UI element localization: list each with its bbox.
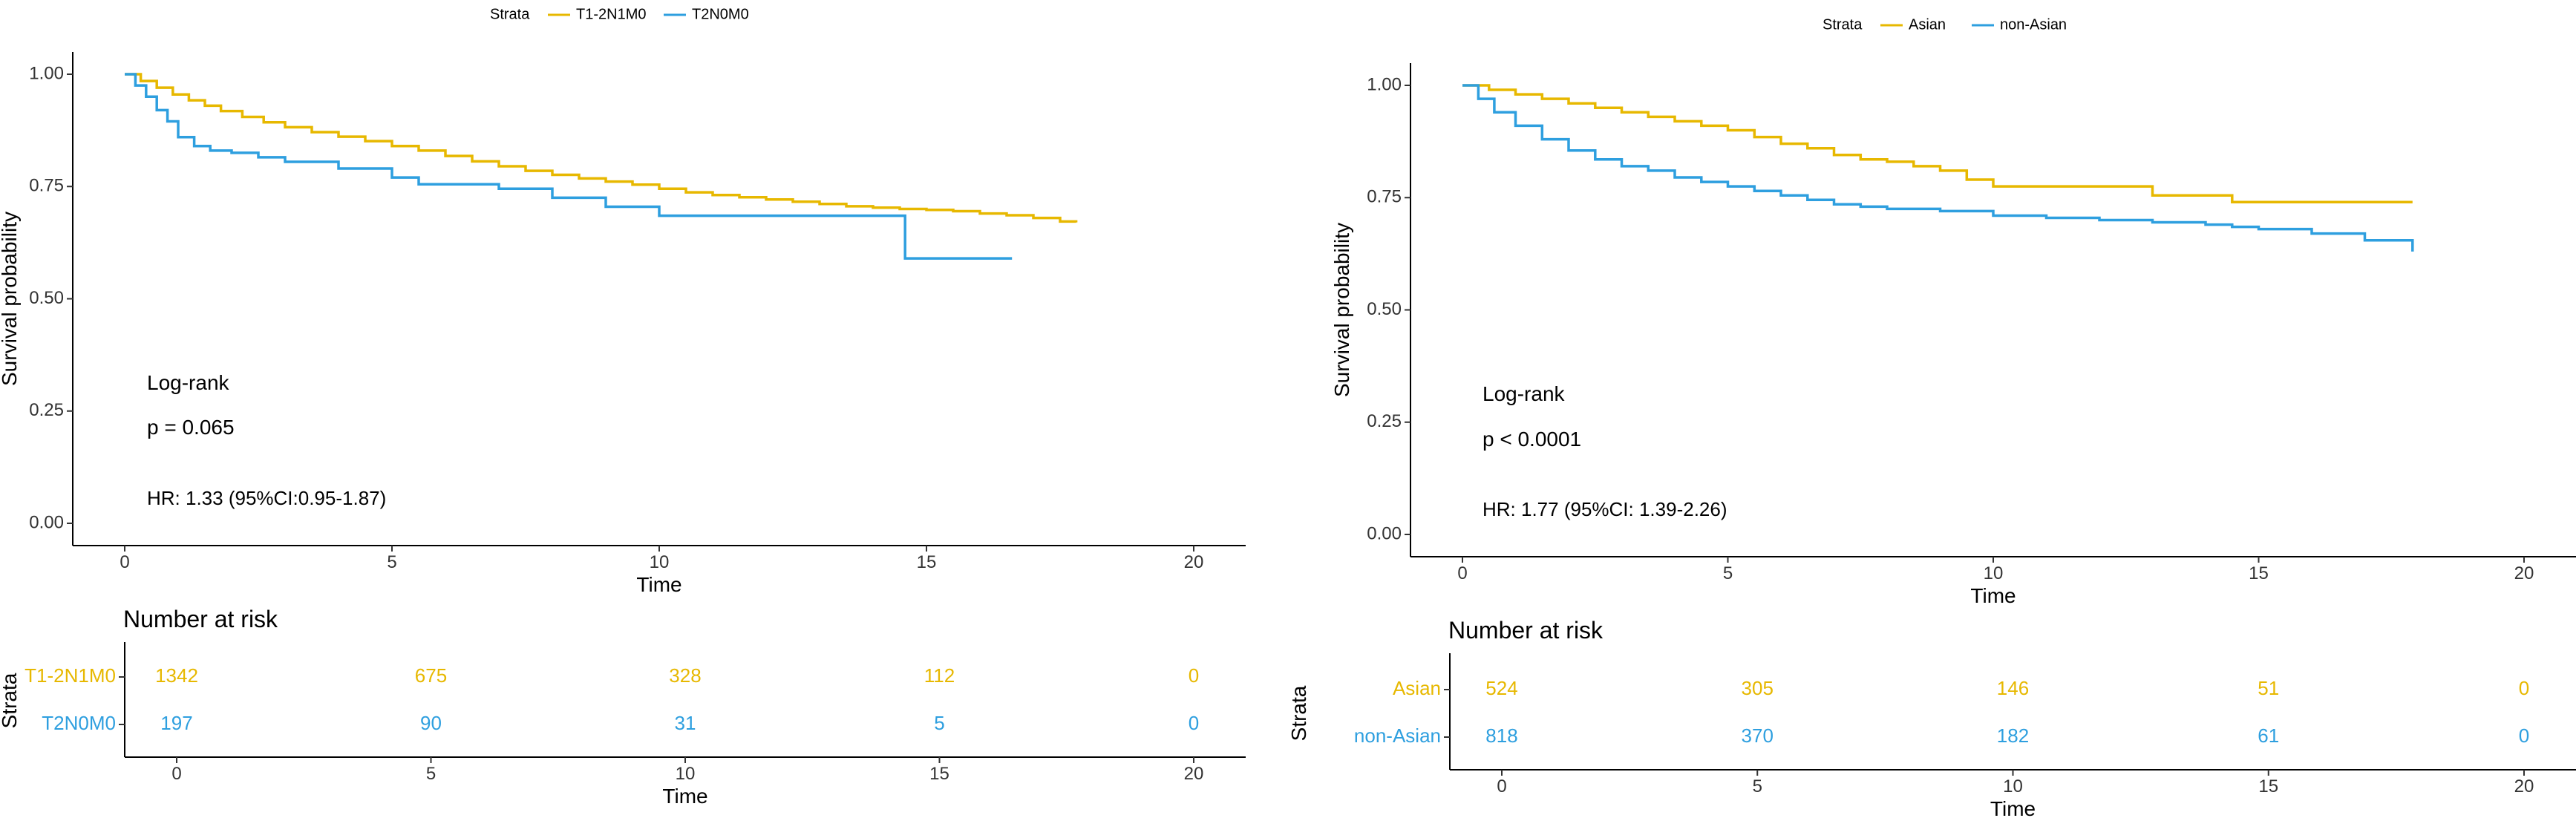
km-curve-T1-2N1M0 [125,73,1078,223]
risk-x-tick-label: 0 [1497,776,1506,796]
risk-x-axis-label: Time [662,785,707,808]
km-chart-left: Strata T1-2N1M0 T2N0M00.000.250.500.751.00… [0,6,1246,808]
risk-y-axis-label: Strata [0,673,21,728]
risk-table-title: Number at risk [123,606,278,632]
annotation-p-value: p = 0.065 [147,416,235,439]
y-axis-label: Survival probability [1330,223,1353,397]
x-tick-label: 5 [1723,563,1733,583]
y-tick-label: 0.50 [29,288,64,308]
annotation-p-value: p < 0.0001 [1482,428,1581,451]
km-panel-right: Strata Asian non-Asian 0.00 0.25 0.50 0.75 1.00… [1288,0,2576,818]
risk-x-tick-label: 20 [2514,776,2534,796]
risk-count: 0 [2519,724,2529,747]
risk-y-axis-label: Strata [1288,685,1310,741]
y-tick-label: 0.00 [1367,523,1402,543]
legend-label-non-Asian: non-Asian [2000,16,2067,33]
risk-count: 328 [669,664,701,687]
x-tick-label: 5 [387,552,396,572]
y-tick-label: 0.25 [29,400,64,420]
km-chart-right: Strata Asian non-Asian 0.00 0.25 0.50 0.75 1.00… [1288,16,2576,818]
risk-count: 197 [160,712,192,734]
x-axis-label: Time [1970,584,2016,607]
legend-label-T1-2N1M0: T1-2N1M0 [576,6,646,22]
legend-title: Strata [1823,16,1863,33]
legend-label-T2N0M0: T2N0M0 [692,6,749,22]
y-axis-label: Survival probability [0,212,21,386]
risk-count: 51 [2258,677,2279,699]
km-curve-Asian [1462,84,2413,204]
x-tick-label: 20 [1184,552,1204,572]
risk-count: 146 [1997,677,2029,699]
risk-x-tick-label: 0 [171,764,181,784]
risk-count: 0 [1189,664,1199,687]
annotation-test: Log-rank [1482,382,1566,405]
y-tick-label: 1.00 [29,63,64,83]
x-tick-label: 0 [1457,563,1467,583]
legend: Strata Asian non-Asian [1823,16,2067,33]
risk-x-tick-label: 10 [2003,776,2023,796]
risk-row-label-Asian: Asian [1393,677,1441,699]
risk-count: 305 [1742,677,1774,699]
risk-count: 31 [675,712,696,734]
legend-label-Asian: Asian [1909,16,1946,33]
risk-count: 524 [1485,677,1517,699]
risk-x-tick-label: 15 [2258,776,2278,796]
risk-count: 5 [934,712,944,734]
annotation-hazard-ratio: HR: 1.33 (95%CI:0.95-1.87) [147,487,386,509]
y-tick-label: 0.50 [1367,299,1402,319]
annotation-hazard-ratio: HR: 1.77 (95%CI: 1.39-2.26) [1482,498,1727,520]
risk-row-label-non-Asian: non-Asian [1354,724,1441,747]
risk-x-tick-label: 15 [929,764,949,784]
y-tick-label: 0.75 [1367,187,1402,207]
x-tick-label: 10 [1984,563,2004,583]
x-tick-label: 20 [2514,563,2534,583]
risk-count: 90 [420,712,442,734]
x-tick-label: 0 [120,552,129,572]
risk-x-tick-label: 5 [1753,776,1762,796]
risk-count: 182 [1997,724,2029,747]
risk-count: 675 [415,664,447,687]
risk-x-tick-label: 20 [1184,764,1204,784]
risk-x-axis-label: Time [1990,797,2036,818]
km-panel-left: Strata T1-2N1M0 T2N0M0 0.00 0.25 0.50 0.75 1.00… [0,6,1246,808]
y-tick-label: 0.75 [29,176,64,196]
km-curve-non-Asian [1462,84,2414,252]
risk-count: 61 [2258,724,2279,747]
risk-count: 0 [2519,677,2529,699]
annotation-test: Log-rank [147,371,230,394]
risk-table-title: Number at risk [1448,617,1604,644]
x-tick-label: 15 [917,552,937,572]
x-tick-label: 15 [2249,563,2269,583]
risk-count: 1342 [155,664,198,687]
y-tick-label: 1.00 [1367,74,1402,94]
legend-title: Strata [490,6,530,22]
risk-count: 0 [1189,712,1199,734]
risk-row-label-T1-2N1M0: T1-2N1M0 [24,664,116,687]
y-tick-label: 0.25 [1367,411,1402,431]
km-curve-T2N0M0 [125,73,1013,260]
risk-count: 112 [924,664,955,687]
risk-x-tick-label: 5 [426,764,436,784]
legend: Strata T1-2N1M0 T2N0M0 [490,6,749,22]
x-axis-label: Time [636,573,681,596]
x-tick-label: 10 [650,552,670,572]
y-tick-label: 0.00 [29,512,64,532]
risk-x-tick-label: 10 [676,764,696,784]
risk-count: 370 [1742,724,1774,747]
risk-count: 818 [1485,724,1517,747]
risk-row-label-T2N0M0: T2N0M0 [42,712,116,734]
